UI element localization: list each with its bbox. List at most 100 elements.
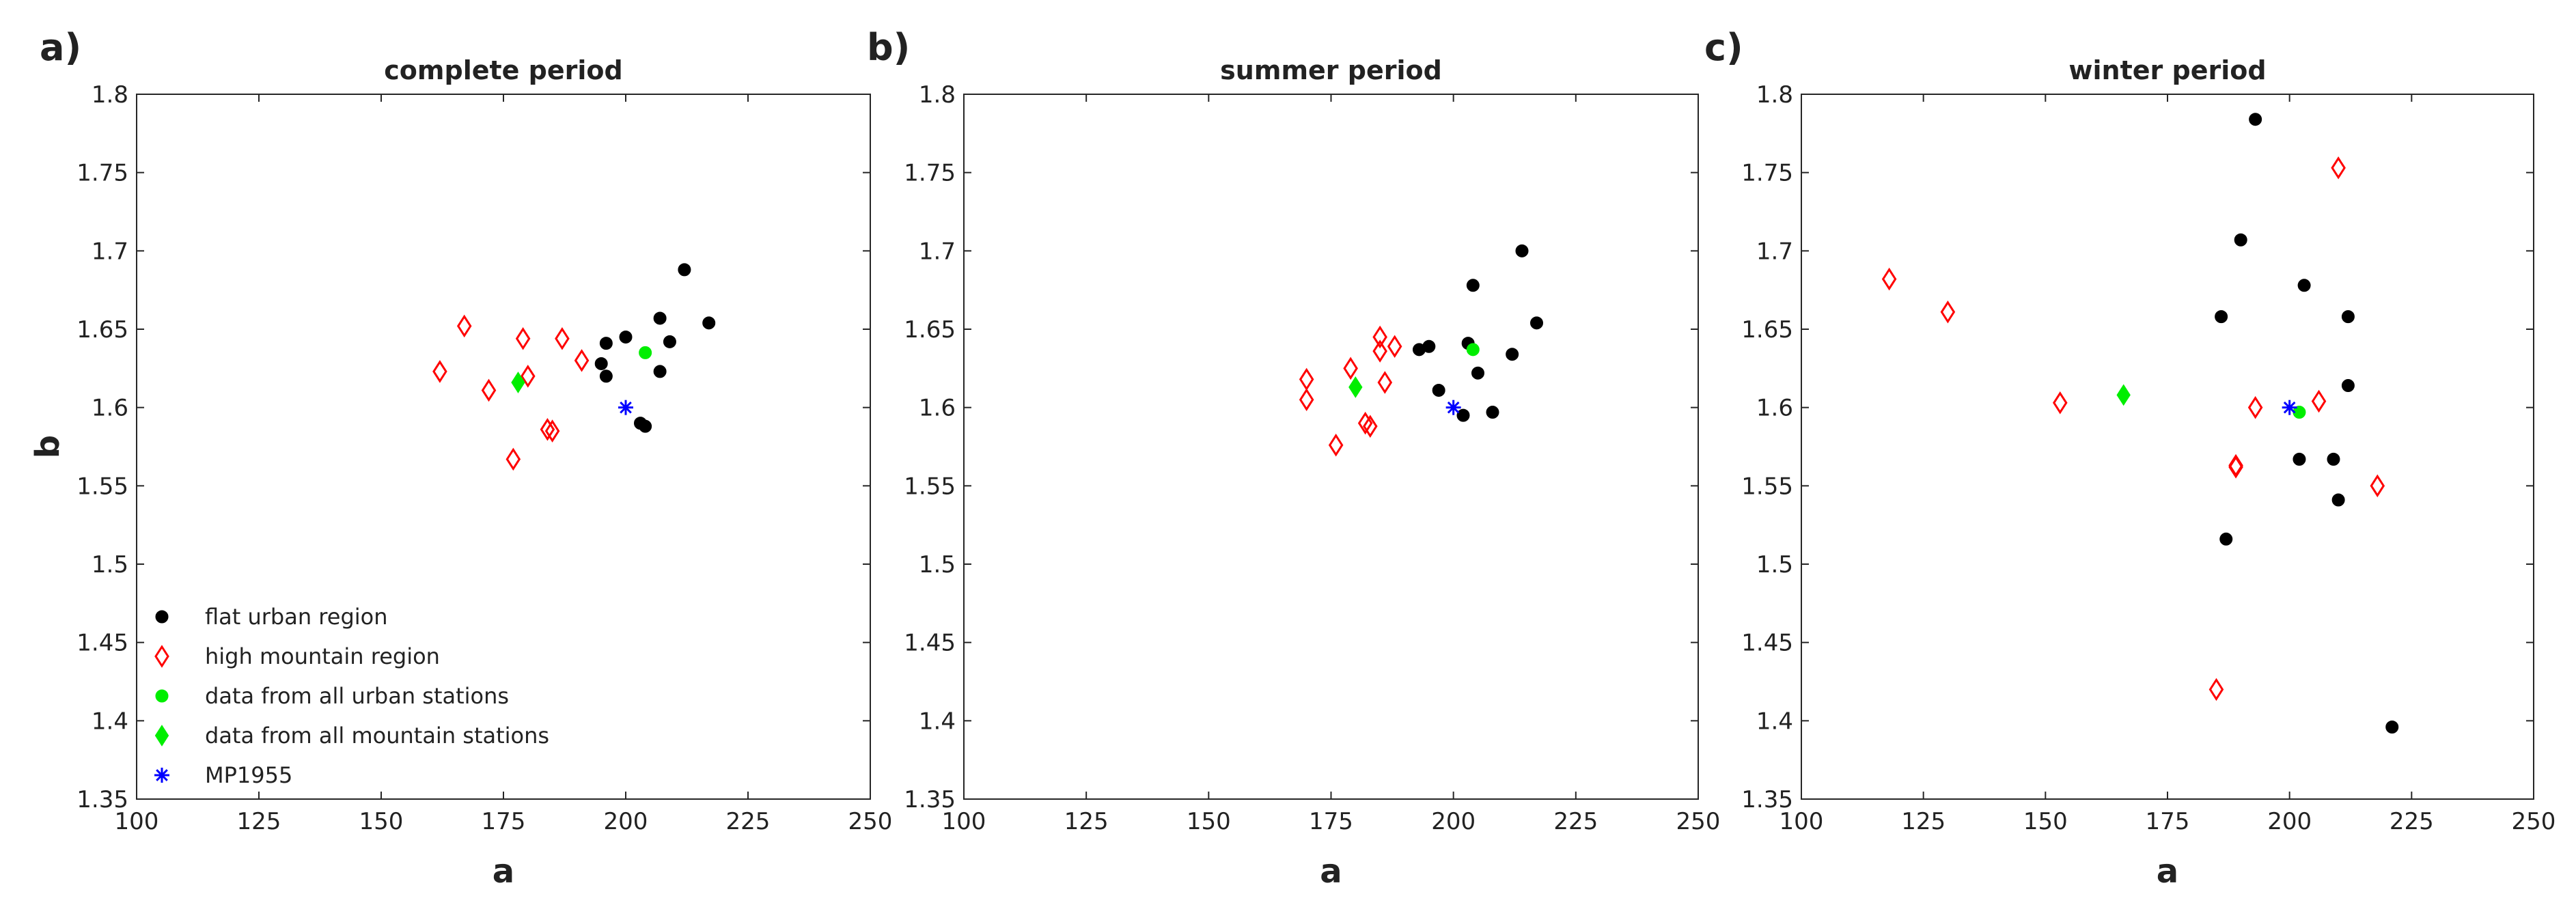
data-point	[555, 326, 570, 350]
y-tick-label: 1.8	[1756, 81, 1793, 109]
panel-letter: b)	[867, 26, 910, 69]
data-point	[2282, 400, 2297, 415]
x-axis-label: a	[2157, 852, 2178, 891]
data-point	[481, 378, 497, 402]
y-tick-label: 1.35	[1741, 786, 1793, 813]
y-tick-label: 1.7	[92, 238, 128, 265]
x-tick-label: 150	[1187, 808, 1231, 835]
data-point	[2052, 391, 2068, 415]
data-point	[2341, 310, 2355, 324]
y-tick-label: 1.5	[92, 551, 128, 578]
data-point	[1387, 335, 1402, 359]
data-point	[1530, 316, 1543, 330]
y-tick-label: 1.6	[1756, 395, 1793, 422]
x-tick-label: 100	[115, 808, 159, 835]
y-tick-label: 1.45	[1741, 630, 1793, 657]
data-point	[1466, 279, 1480, 292]
data-point	[1940, 300, 1956, 324]
x-tick-label: 250	[2512, 808, 2556, 835]
y-tick-label: 1.55	[1741, 473, 1793, 500]
data-point	[1357, 411, 1373, 435]
y-tick-label: 1.8	[92, 81, 128, 109]
y-tick-label: 1.7	[919, 238, 956, 265]
data-point	[1348, 376, 1363, 398]
x-axis-label: a	[1320, 852, 1342, 891]
data-point	[1515, 244, 1529, 257]
legend-label: data from all mountain stations	[205, 723, 549, 749]
series-mp1955	[1445, 400, 1461, 415]
x-tick-label: 225	[726, 808, 771, 835]
data-point	[1471, 366, 1484, 380]
data-point	[639, 419, 652, 433]
plot-area	[1801, 94, 2534, 800]
legend-label: flat urban region	[205, 604, 388, 630]
y-tick-label: 1.6	[92, 395, 128, 422]
y-tick-label: 1.65	[1741, 316, 1793, 344]
data-point	[505, 447, 521, 471]
x-tick-label: 175	[1309, 808, 1353, 835]
data-point	[594, 357, 608, 370]
legend-marker-data-from-all-mountain-stations	[154, 725, 169, 746]
series-mp1955	[2282, 400, 2297, 415]
series-data-from-all-urban-stations	[1466, 343, 1480, 357]
data-point	[2234, 233, 2247, 247]
data-point	[2370, 474, 2385, 498]
chart-title: winter period	[2068, 55, 2266, 85]
data-point	[521, 365, 536, 388]
data-point	[432, 360, 447, 383]
chart-panel-3: 100 125 150 175 200 225 250 1.35 1.4 1.45 1.5 1.55 1…	[1704, 26, 2556, 891]
data-point	[2219, 532, 2233, 546]
chart-panel-1: 100 125 150 175 200 225 250 1.35 1.4 1.45 1.5 1.55 1…	[29, 26, 892, 891]
data-point	[2228, 456, 2243, 479]
legend-label: data from all urban stations	[205, 683, 509, 709]
series-flat-urban-region	[2215, 113, 2399, 734]
data-point	[1363, 415, 1378, 438]
data-point	[2331, 156, 2346, 180]
data-point	[2341, 379, 2355, 393]
data-point	[511, 372, 525, 393]
legend-label: MP1955	[205, 762, 292, 788]
data-point	[618, 400, 633, 415]
data-point	[544, 419, 560, 443]
data-point	[2385, 721, 2399, 734]
data-point	[1422, 339, 1436, 353]
y-tick-label: 1.75	[77, 160, 128, 187]
data-point	[1432, 383, 1445, 397]
series-flat-urban-region	[1413, 244, 1543, 422]
series-data-from-all-urban-stations	[639, 346, 652, 359]
x-tick-label: 175	[482, 808, 526, 835]
data-point	[1486, 406, 1499, 419]
y-tick-label: 1.5	[919, 551, 956, 578]
data-point	[1881, 267, 1897, 291]
panel-letter: c)	[1704, 26, 1743, 69]
x-tick-label: 200	[604, 808, 648, 835]
data-point	[1343, 357, 1358, 380]
x-axis-label: a	[493, 852, 514, 891]
data-point	[619, 330, 633, 344]
data-point	[2208, 678, 2224, 701]
series-mp1955	[618, 400, 633, 415]
y-tick-label: 1.35	[904, 786, 956, 813]
data-point	[1445, 400, 1461, 415]
series-high-mountain-region	[432, 314, 590, 471]
chart-title: complete period	[384, 55, 622, 85]
data-point	[1466, 343, 1480, 357]
data-point	[653, 311, 667, 325]
y-tick-label: 1.5	[1756, 551, 1793, 578]
data-point	[663, 335, 676, 348]
y-tick-label: 1.7	[1756, 238, 1793, 265]
y-tick-label: 1.8	[919, 81, 956, 109]
y-axis-label: b	[29, 435, 67, 458]
x-tick-label: 150	[359, 808, 404, 835]
data-point	[678, 263, 691, 277]
legend-marker-mp1955	[154, 768, 169, 783]
panel-letter: a)	[40, 26, 81, 69]
series-data-from-all-mountain-stations	[2116, 384, 2131, 406]
data-point	[2215, 310, 2228, 324]
data-point	[2327, 452, 2340, 466]
y-tick-label: 1.65	[77, 316, 128, 344]
series-data-from-all-mountain-stations	[1348, 376, 1363, 398]
y-tick-label: 1.6	[919, 395, 956, 422]
y-tick-label: 1.4	[1756, 708, 1793, 735]
